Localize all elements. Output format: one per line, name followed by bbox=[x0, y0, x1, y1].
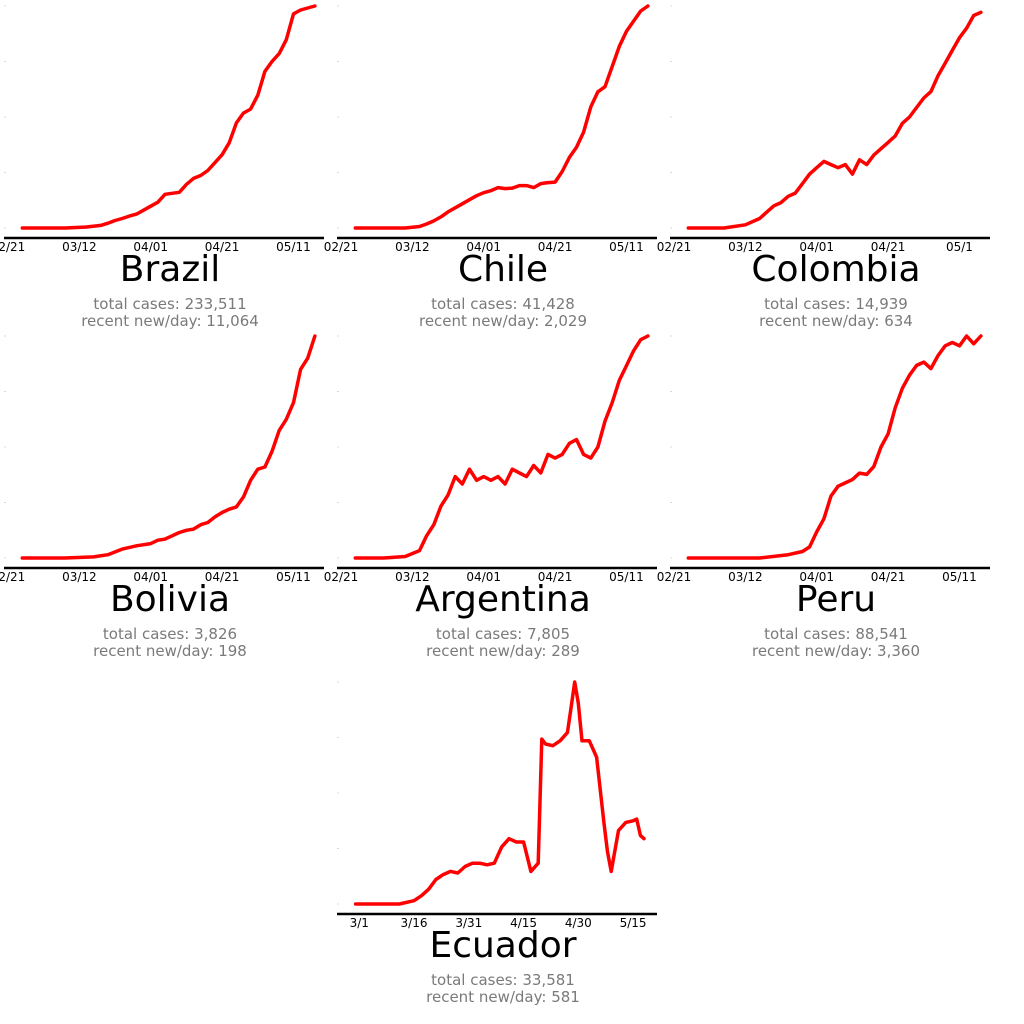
x-tick-label: 03/12 bbox=[728, 570, 763, 584]
chart-svg: 3/1 3/16 3/31 4/15 4/30 5/15 bbox=[337, 680, 657, 930]
x-tick-label: 4/30 bbox=[565, 916, 592, 930]
country-title: Colombia bbox=[751, 249, 921, 290]
total-cases-text: total cases: 88,541 bbox=[764, 625, 908, 643]
stats-block: total cases: 88,541 recent new/day: 3,36… bbox=[666, 626, 1006, 660]
x-tick-label: 04/01 bbox=[133, 240, 168, 254]
chart-panel: 02/21 03/12 04/01 04/21 05/11 Chile total ca… bbox=[324, 0, 673, 335]
cases-series-line bbox=[20, 334, 317, 560]
total-cases-text: total cases: 233,511 bbox=[93, 295, 247, 313]
recent-new-per-day-text: recent new/day: 198 bbox=[93, 642, 247, 660]
recent-new-per-day-text: recent new/day: 581 bbox=[426, 988, 580, 1006]
total-cases-text: total cases: 14,939 bbox=[764, 295, 908, 313]
x-tick-label: 05/11 bbox=[609, 240, 644, 254]
x-tick-label: 05/11 bbox=[942, 570, 977, 584]
x-tick-label: 04/01 bbox=[133, 570, 168, 584]
x-tick-label: 5/15 bbox=[620, 916, 647, 930]
x-tick-label: 02/21 bbox=[0, 240, 25, 254]
x-tick-label: 05/1 bbox=[946, 240, 973, 254]
cases-series-line bbox=[686, 334, 983, 560]
total-cases-text: total cases: 7,805 bbox=[435, 625, 571, 643]
x-tick-label: 02/21 bbox=[657, 240, 692, 254]
chart-panel: 3/1 3/16 3/31 4/15 4/30 5/15 Ecuador total ca… bbox=[333, 676, 673, 1011]
chart-panel: 02/21 03/12 04/01 04/21 05/11 Bolivia total … bbox=[0, 330, 340, 665]
x-tick-label: 3/31 bbox=[455, 916, 482, 930]
stats-block: total cases: 41,428 recent new/day: 2,02… bbox=[333, 296, 673, 330]
x-tick-label: 03/12 bbox=[62, 570, 97, 584]
x-tick-label: 3/16 bbox=[401, 916, 428, 930]
recent-new-per-day-text: recent new/day: 11,064 bbox=[81, 312, 259, 330]
x-tick-label: 04/21 bbox=[205, 240, 240, 254]
x-tick-label: 03/12 bbox=[62, 240, 97, 254]
chart-panel: 02/21 03/12 04/01 04/21 05/11 Argentina tota… bbox=[324, 330, 673, 665]
x-tick-label: 04/21 bbox=[538, 240, 573, 254]
x-tick-label: 05/11 bbox=[609, 570, 644, 584]
total-cases-text: total cases: 33,581 bbox=[431, 971, 575, 989]
chart-svg: 02/21 03/12 04/01 04/21 05/11 bbox=[0, 334, 324, 584]
country-title: Peru bbox=[795, 579, 877, 620]
cases-series-line bbox=[353, 680, 646, 906]
country-title: Brazil bbox=[119, 249, 221, 290]
country-title: Argentina bbox=[415, 579, 591, 620]
country-title: Ecuador bbox=[429, 925, 577, 966]
x-tick-label: 03/12 bbox=[728, 240, 763, 254]
total-cases-text: total cases: 41,428 bbox=[431, 295, 575, 313]
x-tick-label: 04/01 bbox=[466, 240, 501, 254]
stats-block: total cases: 3,826 recent new/day: 198 bbox=[0, 626, 340, 660]
x-tick-label: 4/15 bbox=[510, 916, 537, 930]
chart-svg: 02/21 03/12 04/01 04/21 05/11 bbox=[324, 334, 657, 584]
country-title: Chile bbox=[457, 249, 549, 290]
stats-block: total cases: 7,805 recent new/day: 289 bbox=[333, 626, 673, 660]
x-tick-label: 04/01 bbox=[799, 570, 834, 584]
chart-svg: 02/21 03/12 04/01 04/21 05/11 bbox=[657, 334, 990, 584]
recent-new-per-day-text: recent new/day: 634 bbox=[759, 312, 913, 330]
x-tick-label: 02/21 bbox=[657, 570, 692, 584]
x-tick-label: 02/21 bbox=[0, 570, 25, 584]
x-tick-label: 02/21 bbox=[324, 240, 359, 254]
x-tick-label: 03/12 bbox=[395, 240, 430, 254]
x-tick-label: 3/1 bbox=[350, 916, 369, 930]
recent-new-per-day-text: recent new/day: 2,029 bbox=[418, 312, 588, 330]
cases-series-line bbox=[20, 4, 317, 230]
cases-series-line bbox=[353, 334, 650, 560]
x-tick-label: 04/01 bbox=[799, 240, 834, 254]
x-tick-label: 05/11 bbox=[276, 570, 311, 584]
chart-panel: 02/21 03/12 04/01 04/21 05/11 Brazil total c… bbox=[0, 0, 340, 335]
cases-series-line bbox=[353, 4, 650, 230]
x-tick-label: 04/21 bbox=[871, 240, 906, 254]
recent-new-per-day-text: recent new/day: 3,360 bbox=[751, 642, 921, 660]
chart-svg: 02/21 03/12 04/01 04/21 05/11 bbox=[0, 4, 324, 254]
stats-block: total cases: 33,581 recent new/day: 581 bbox=[333, 972, 673, 1006]
x-tick-label: 04/21 bbox=[205, 570, 240, 584]
x-tick-label: 03/12 bbox=[395, 570, 430, 584]
stats-block: total cases: 14,939 recent new/day: 634 bbox=[666, 296, 1006, 330]
total-cases-text: total cases: 3,826 bbox=[102, 625, 238, 643]
x-tick-label: 05/11 bbox=[276, 240, 311, 254]
recent-new-per-day-text: recent new/day: 289 bbox=[426, 642, 580, 660]
x-tick-label: 04/21 bbox=[538, 570, 573, 584]
chart-panel: 02/21 03/12 04/01 04/21 05/11 Peru total cas… bbox=[657, 330, 1006, 665]
x-tick-label: 02/21 bbox=[324, 570, 359, 584]
country-title: Bolivia bbox=[109, 579, 231, 620]
x-tick-label: 04/21 bbox=[871, 570, 906, 584]
cases-series-line bbox=[686, 10, 983, 230]
chart-panel: 02/21 03/12 04/01 04/21 05/1 Colombia total … bbox=[657, 0, 1006, 335]
stats-block: total cases: 233,511 recent new/day: 11,… bbox=[0, 296, 340, 330]
chart-svg: 02/21 03/12 04/01 04/21 05/1 bbox=[657, 5, 990, 254]
x-tick-label: 04/01 bbox=[466, 570, 501, 584]
chart-svg: 02/21 03/12 04/01 04/21 05/11 bbox=[324, 4, 657, 254]
